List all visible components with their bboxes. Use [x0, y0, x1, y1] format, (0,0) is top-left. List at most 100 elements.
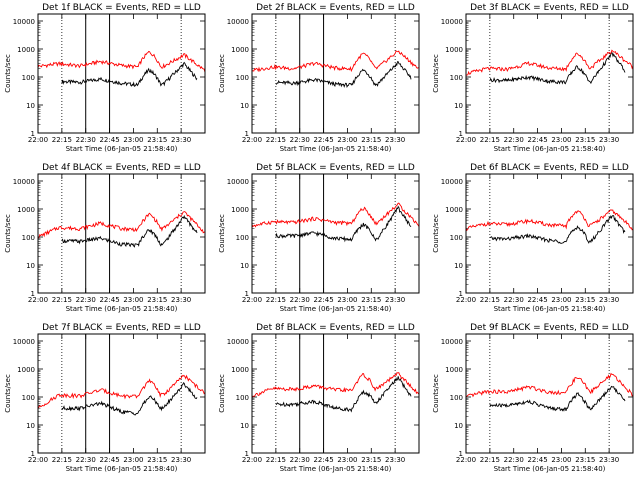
plot-frame [37, 13, 206, 134]
y-tick-label: 100 [236, 74, 249, 82]
plot-frame [251, 333, 420, 454]
y-axis-label: Counts/sec [218, 374, 226, 413]
x-tick-label: 23:00 [337, 136, 357, 144]
y-tick-label: 100 [236, 394, 249, 402]
y-tick-label: 1 [459, 290, 463, 298]
x-tick-label: 23:30 [599, 296, 619, 304]
x-tick-label: 22:00 [242, 136, 262, 144]
y-tick-label: 1 [31, 450, 35, 458]
x-tick-label: 23:15 [361, 136, 381, 144]
y-tick-label: 100 [450, 394, 463, 402]
x-tick-label: 23:15 [147, 136, 167, 144]
x-tick-label: 22:15 [52, 136, 72, 144]
events-series-line [275, 61, 412, 89]
y-tick-label: 100 [450, 234, 463, 242]
y-axis-label: Counts/sec [432, 374, 440, 413]
x-tick-label: 22:30 [504, 136, 524, 144]
y-tick-label: 1000 [17, 46, 35, 54]
x-tick-label: 22:15 [266, 296, 286, 304]
x-tick-label: 22:45 [99, 296, 119, 304]
plot-frame [251, 173, 420, 294]
x-tick-label: 23:00 [551, 456, 571, 464]
x-tick-label: 22:15 [480, 296, 500, 304]
x-tick-label: 23:00 [551, 296, 571, 304]
y-tick-label: 1 [245, 450, 249, 458]
y-tick-label: 10000 [13, 338, 35, 346]
y-tick-label: 1 [245, 130, 249, 138]
x-tick-label: 22:30 [290, 456, 310, 464]
panel-det-4: Det 4f BLACK = Events, RED = LLD Counts/s… [4, 163, 206, 313]
y-tick-label: 10000 [227, 18, 249, 26]
x-tick-label: 22:15 [52, 456, 72, 464]
x-tick-label: 23:30 [599, 456, 619, 464]
x-axis-label: Start Time (06-Jan-05 21:58:40) [494, 145, 606, 153]
panel-det-3: Det 3f BLACK = Events, RED = LLD Counts/s… [432, 3, 634, 153]
lld-series-line [251, 50, 419, 73]
panel-title: Det 2f BLACK = Events, RED = LLD [256, 3, 415, 13]
panel-det-6: Det 6f BLACK = Events, RED = LLD Counts/s… [432, 163, 634, 313]
plot-frame [465, 173, 634, 294]
y-tick-label: 10 [240, 422, 249, 430]
plot-frame [37, 173, 206, 294]
y-axis-label: Counts/sec [4, 214, 12, 253]
events-series-line [489, 52, 626, 85]
y-tick-label: 1000 [445, 366, 463, 374]
panel-title: Det 6f BLACK = Events, RED = LLD [470, 163, 629, 173]
lld-series-line [37, 211, 206, 239]
panel-title: Det 3f BLACK = Events, RED = LLD [470, 3, 629, 13]
y-tick-label: 1000 [445, 46, 463, 54]
x-tick-label: 23:30 [385, 456, 405, 464]
x-tick-label: 23:00 [123, 296, 143, 304]
y-tick-label: 10 [26, 102, 35, 110]
x-tick-label: 22:45 [313, 136, 333, 144]
panel-det-5: Det 5f BLACK = Events, RED = LLD Counts/s… [218, 163, 420, 313]
y-tick-label: 100 [22, 234, 35, 242]
x-tick-label: 23:30 [385, 296, 405, 304]
plot-frame [251, 13, 420, 134]
plot-frame [465, 333, 634, 454]
y-tick-label: 10 [454, 262, 463, 270]
x-tick-label: 22:30 [76, 456, 96, 464]
x-tick-label: 22:00 [456, 456, 476, 464]
x-axis-label: Start Time (06-Jan-05 21:58:40) [66, 305, 178, 313]
x-axis-label: Start Time (06-Jan-05 21:58:40) [66, 145, 178, 153]
x-tick-label: 23:15 [575, 456, 595, 464]
x-tick-label: 22:45 [527, 136, 547, 144]
x-tick-label: 22:45 [99, 136, 119, 144]
x-tick-label: 23:00 [337, 456, 357, 464]
x-tick-label: 22:15 [266, 136, 286, 144]
x-tick-label: 22:30 [504, 296, 524, 304]
lld-series-line [465, 49, 634, 76]
y-tick-label: 1 [31, 290, 35, 298]
y-tick-label: 1000 [231, 206, 249, 214]
panel-title: Det 4f BLACK = Events, RED = LLD [42, 163, 201, 173]
x-tick-label: 23:15 [147, 296, 167, 304]
x-tick-label: 22:00 [456, 136, 476, 144]
y-tick-label: 1000 [17, 206, 35, 214]
x-axis-label: Start Time (06-Jan-05 21:58:40) [494, 465, 606, 473]
x-tick-label: 22:30 [76, 136, 96, 144]
y-axis-label: Counts/sec [4, 54, 12, 93]
y-tick-label: 10000 [13, 178, 35, 186]
events-series-line [61, 61, 198, 87]
y-axis-label: Counts/sec [432, 214, 440, 253]
y-tick-label: 1 [459, 130, 463, 138]
y-tick-label: 10 [240, 262, 249, 270]
x-tick-label: 22:00 [242, 296, 262, 304]
panel-title: Det 5f BLACK = Events, RED = LLD [256, 163, 415, 173]
x-tick-label: 23:00 [337, 296, 357, 304]
events-series-line [275, 376, 412, 413]
x-tick-label: 22:30 [290, 296, 310, 304]
y-tick-label: 10000 [441, 18, 463, 26]
x-tick-label: 22:00 [28, 456, 48, 464]
x-tick-label: 23:30 [385, 136, 405, 144]
x-axis-label: Start Time (06-Jan-05 21:58:40) [280, 145, 392, 153]
x-tick-label: 23:00 [551, 136, 571, 144]
x-tick-label: 22:15 [480, 136, 500, 144]
y-tick-label: 100 [236, 234, 249, 242]
panel-det-9: Det 9f BLACK = Events, RED = LLD Counts/s… [432, 323, 634, 473]
x-tick-label: 23:30 [599, 136, 619, 144]
x-tick-label: 22:15 [266, 456, 286, 464]
y-tick-label: 10000 [227, 178, 249, 186]
